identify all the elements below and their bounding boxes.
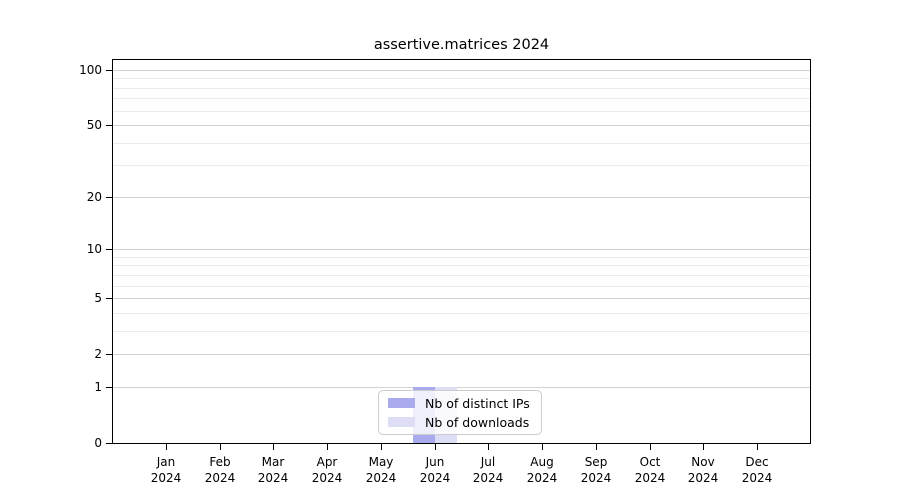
- gridline-minor-8: [113, 265, 810, 266]
- x-tick-nov: [703, 444, 704, 450]
- x-tick-may: [381, 444, 382, 450]
- x-tick-oct: [650, 444, 651, 450]
- gridline-major-5: [113, 298, 810, 299]
- x-tick-label-mar: Mar 2024: [257, 455, 289, 485]
- y-tick-1: [106, 387, 112, 388]
- x-tick-feb: [220, 444, 221, 450]
- x-tick-dec: [757, 444, 758, 450]
- y-tick-label-10: 10: [86, 242, 102, 256]
- legend-item-downloads: Nb of downloads: [388, 415, 532, 430]
- gridline-minor-40: [113, 143, 810, 144]
- y-tick-0: [106, 443, 112, 444]
- gridline-minor-60: [113, 111, 810, 112]
- gridline-minor-30: [113, 165, 810, 166]
- x-tick-sep: [596, 444, 597, 450]
- y-tick-label-5: 5: [94, 291, 102, 305]
- x-tick-label-aug: Aug 2024: [526, 455, 558, 485]
- chart-title: assertive.matrices 2024: [373, 37, 550, 53]
- y-tick-label-0: 0: [94, 436, 102, 450]
- x-tick-jun: [435, 444, 436, 450]
- x-tick-label-apr: Apr 2024: [311, 455, 343, 485]
- x-tick-label-oct: Oct 2024: [634, 455, 666, 485]
- y-tick-100: [106, 70, 112, 71]
- gridline-major-100: [113, 70, 810, 71]
- x-tick-aug: [542, 444, 543, 450]
- y-tick-50: [106, 125, 112, 126]
- y-tick-label-20: 20: [86, 190, 102, 204]
- y-tick-20: [106, 197, 112, 198]
- x-tick-label-jul: Jul 2024: [472, 455, 504, 485]
- x-tick-apr: [327, 444, 328, 450]
- gridline-minor-90: [113, 78, 810, 79]
- gridline-minor-6: [113, 286, 810, 287]
- x-tick-label-jun: Jun 2024: [419, 455, 451, 485]
- gridline-major-2: [113, 354, 810, 355]
- y-tick-5: [106, 298, 112, 299]
- y-tick-label-2: 2: [94, 347, 102, 361]
- x-tick-jul: [488, 444, 489, 450]
- gridline-layer: [113, 60, 810, 443]
- y-tick-label-1: 1: [94, 380, 102, 394]
- y-tick-label-100: 100: [79, 63, 102, 77]
- gridline-minor-7: [113, 275, 810, 276]
- gridline-minor-4: [113, 313, 810, 314]
- x-tick-label-nov: Nov 2024: [687, 455, 719, 485]
- y-tick-label-50: 50: [86, 118, 102, 132]
- gridline-major-1: [113, 387, 810, 388]
- legend-label-downloads: Nb of downloads: [425, 414, 530, 430]
- x-tick-label-sep: Sep 2024: [580, 455, 612, 485]
- legend: Nb of distinct IPs Nb of downloads: [378, 390, 542, 435]
- y-tick-10: [106, 249, 112, 250]
- gridline-minor-80: [113, 88, 810, 89]
- x-tick-label-feb: Feb 2024: [204, 455, 236, 485]
- x-tick-jan: [166, 444, 167, 450]
- gridline-major-10: [113, 249, 810, 250]
- gridline-major-20: [113, 197, 810, 198]
- x-tick-mar: [273, 444, 274, 450]
- bar-layer: [113, 60, 810, 443]
- plot-area: Nb of distinct IPs Nb of downloads: [112, 59, 811, 444]
- legend-label-distinct-ips: Nb of distinct IPs: [425, 395, 530, 411]
- legend-swatch-downloads: [388, 417, 415, 427]
- x-tick-label-dec: Dec 2024: [741, 455, 773, 485]
- legend-swatch-distinct-ips: [388, 398, 415, 408]
- gridline-minor-9: [113, 257, 810, 258]
- x-tick-label-may: May 2024: [365, 455, 397, 485]
- x-tick-label-jan: Jan 2024: [150, 455, 182, 485]
- legend-item-distinct-ips: Nb of distinct IPs: [388, 396, 532, 411]
- gridline-minor-70: [113, 98, 810, 99]
- gridline-major-50: [113, 125, 810, 126]
- gridline-minor-3: [113, 331, 810, 332]
- y-tick-2: [106, 354, 112, 355]
